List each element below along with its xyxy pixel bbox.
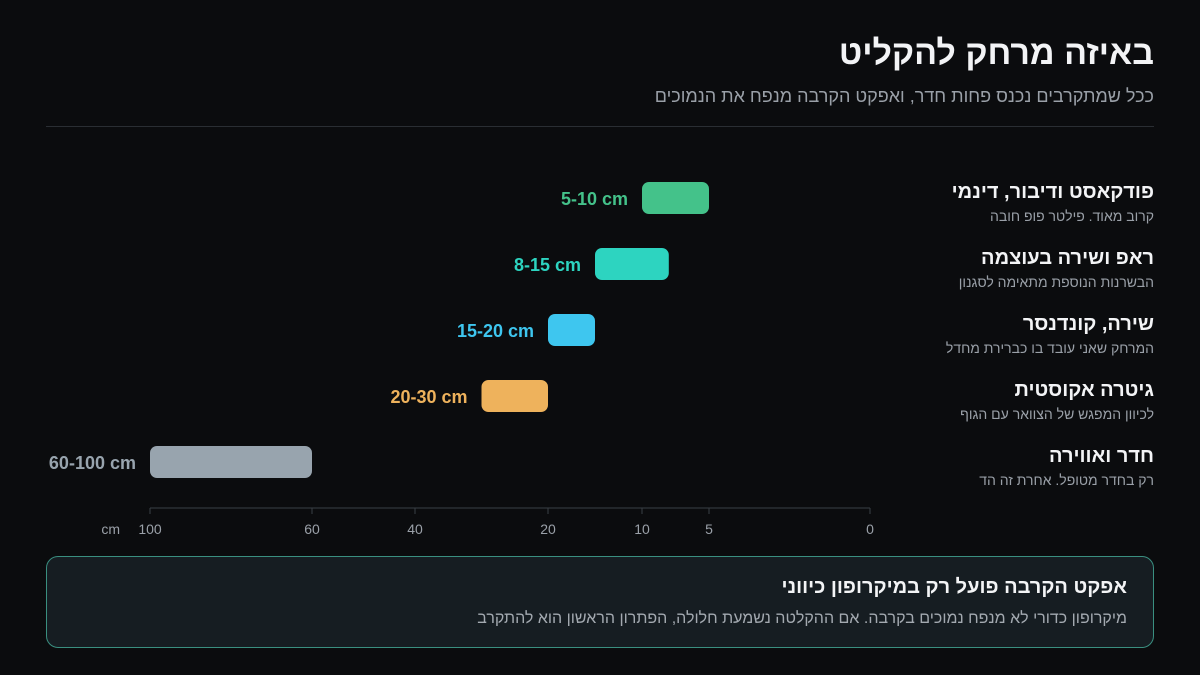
row-label-condenser: שירה, קונדנסר המרחק שאני עובד בו כברירת …	[946, 312, 1154, 358]
range-label: 5-10 cm	[561, 189, 628, 209]
row-name: פודקאסט ודיבור, דינמי	[951, 181, 1154, 203]
row-label-room: חדר ואווירה רק בחדר מטופל. אחרת זה הד	[979, 444, 1154, 490]
row-name: גיטרה אקוסטית	[1014, 379, 1154, 401]
row-name: חדר ואווירה	[1049, 445, 1154, 467]
info-callout: אפקט הקרבה פועל רק במיקרופון כיווני מיקר…	[46, 556, 1154, 648]
row-note: רק בחדר מטופל. אחרת זה הד	[979, 472, 1154, 488]
row-label-rap: ראפ ושירה בעוצמה הבשרנות הנוספת מתאימה ל…	[959, 246, 1154, 292]
row-label-podcast: פודקאסט ודיבור, דינמי קרוב מאוד. פילטר פ…	[952, 180, 1154, 226]
range-bar	[150, 446, 312, 478]
range-bar	[595, 248, 669, 280]
row-name: ראפ ושירה בעוצמה	[981, 247, 1154, 269]
range-bar	[548, 314, 595, 346]
callout-title: אפקט הקרבה פועל רק במיקרופון כיווני	[781, 576, 1127, 598]
range-label: 60-100 cm	[49, 453, 136, 473]
x-tick-label: 10	[634, 521, 650, 537]
range-label: 15-20 cm	[457, 321, 534, 341]
page-subtitle: ככל שמתקרבים נכנס פחות חדר, ואפקט הקרבה …	[654, 86, 1154, 106]
x-tick-label: 60	[304, 521, 320, 537]
x-tick-label: 100	[138, 521, 162, 537]
range-bar	[481, 380, 548, 412]
row-note: קרוב מאוד. פילטר פופ חובה	[989, 208, 1154, 224]
x-tick-label: 40	[407, 521, 423, 537]
range-label: 20-30 cm	[390, 387, 467, 407]
row-label-acoustic: גיטרה אקוסטית לכיוון המפגש של הצוואר עם …	[960, 378, 1154, 424]
row-name: שירה, קונדנסר	[1022, 313, 1154, 335]
header-divider	[46, 126, 1154, 127]
x-tick-label: 5	[705, 521, 713, 537]
callout-text: מיקרופון כדורי לא מנפח נמוכים בקרבה. אם …	[477, 610, 1127, 627]
x-tick-label: 20	[540, 521, 556, 537]
row-note: המרחק שאני עובד בו כברירת מחדל	[945, 340, 1154, 356]
distance-chart: 5-10 cm 8-15 cm 15-20 cm 20-30 cm 60-100 cm 0…	[49, 182, 874, 537]
page-title: באיזה מרחק להקליט	[838, 34, 1154, 72]
range-bar	[642, 182, 709, 214]
row-note: הבשרנות הנוספת מתאימה לסגנון	[958, 274, 1154, 290]
x-tick-label: 0	[866, 521, 874, 537]
range-label: 8-15 cm	[514, 255, 581, 275]
row-note: לכיוון המפגש של הצוואר עם הגוף	[960, 406, 1154, 422]
x-axis-unit: cm	[101, 521, 120, 537]
